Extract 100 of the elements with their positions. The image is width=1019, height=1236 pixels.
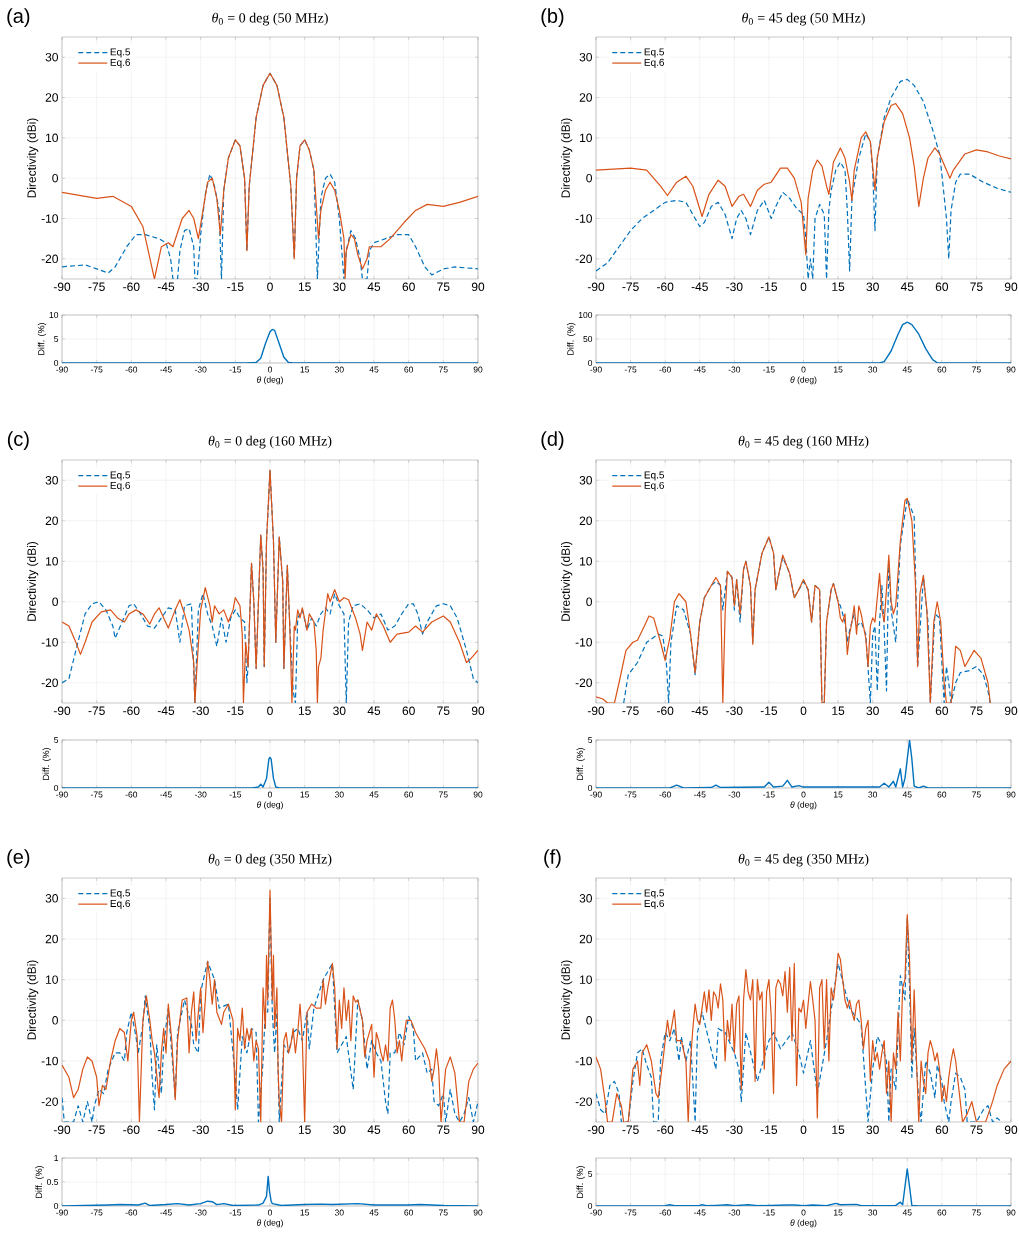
x-tick-label: 15 (834, 366, 843, 373)
y-tick-label: -10 (41, 1056, 58, 1066)
x-tick-label: 90 (471, 282, 485, 292)
x-tick-label: -30 (726, 1125, 743, 1135)
x-tick-label: 75 (439, 791, 448, 798)
x-tick-label: -90 (590, 791, 602, 798)
x-tick-label: 60 (935, 1125, 949, 1135)
x-tick-label: 90 (1006, 1209, 1016, 1216)
x-tick-label: -15 (227, 1125, 244, 1134)
x-axis-title: θ (deg) (790, 1219, 817, 1228)
line-series (62, 756, 478, 789)
x-tick-label: -60 (123, 706, 140, 716)
x-tick-label: 60 (937, 1209, 947, 1216)
x-tick-label: 15 (832, 1125, 845, 1134)
x-tick-label: 15 (298, 706, 311, 715)
y-tick-label: -10 (575, 214, 592, 223)
legend-label: Eq.5 (110, 48, 131, 58)
y-tick-label: 0 (54, 1203, 59, 1210)
y-tick-label: -20 (575, 254, 592, 264)
x-tick-label: 0 (801, 366, 806, 373)
y-tick-label: 0 (52, 1016, 58, 1025)
chart-title: θ$_{0}$ = 0 deg (350 MHz) (208, 853, 332, 867)
x-tick-label: 0 (801, 791, 806, 798)
y-tick-label: 20 (45, 516, 58, 525)
x-tick-label: -60 (125, 791, 138, 798)
x-tick-label: -60 (659, 791, 671, 798)
x-tick-label: 60 (937, 791, 947, 798)
x-tick-label: -75 (622, 282, 639, 291)
y-axis-title: Directivity (dBi) (27, 118, 39, 198)
x-tick-label: -60 (657, 1125, 674, 1135)
x-tick-label: 90 (1006, 791, 1016, 798)
y-tick-label: -20 (41, 678, 58, 687)
y-axis-title: Directivity (dBi) (561, 960, 573, 1040)
x-tick-label: -45 (693, 1209, 706, 1216)
x-tick-label: 15 (300, 1209, 310, 1216)
x-tick-label: -90 (53, 282, 71, 292)
x-tick-label: -90 (587, 1125, 605, 1135)
y-tick-label: 100 (578, 312, 593, 319)
y-tick-label: 10 (49, 312, 59, 319)
text: (c) (7, 431, 29, 450)
x-tick-label: -60 (125, 366, 138, 373)
x-tick-label: -45 (160, 1209, 172, 1216)
x-tick-label: -15 (760, 282, 778, 291)
text: (a) (7, 8, 30, 27)
y-tick-label: 0 (588, 785, 593, 792)
x-tick-label: 0 (267, 791, 273, 798)
y-tick-label: 0 (52, 597, 58, 606)
x-tick-label: 75 (972, 366, 981, 373)
legend-label: Eq.6 (644, 481, 665, 491)
x-tick-label: -15 (229, 791, 242, 798)
x-tick-label: 90 (1004, 706, 1018, 716)
x-tick-label: -30 (728, 366, 741, 373)
x-tick-label: 0 (801, 1209, 806, 1216)
y-tick-label: -10 (575, 638, 592, 647)
x-tick-label: 0 (267, 366, 273, 373)
x-tick-label: 45 (900, 282, 914, 291)
x-tick-label: -45 (693, 791, 706, 798)
line-series (62, 328, 478, 364)
y-tick-label: 0.5 (46, 1179, 59, 1186)
x-tick-label: -90 (56, 1209, 68, 1216)
x-tick-label: 90 (1006, 366, 1016, 373)
x-tick-label: 60 (404, 366, 414, 373)
x-tick-label: 0 (800, 282, 807, 292)
x-tick-label: 45 (369, 366, 379, 373)
x-tick-label: -30 (192, 706, 209, 716)
chart-title: θ$_{0}$ = 45 deg (50 MHz) (742, 12, 865, 26)
x-tick-label: 45 (902, 1209, 912, 1216)
x-tick-label: 0 (267, 706, 273, 716)
y-axis-title: Directivity (dBi) (27, 960, 39, 1040)
y-tick-label: -20 (41, 1097, 58, 1106)
x-tick-label: -75 (624, 366, 637, 373)
y-tick-label: 20 (579, 93, 592, 102)
x-tick-label: 75 (970, 706, 983, 715)
x-tick-label: -30 (726, 282, 743, 292)
legend-label: Eq.6 (110, 899, 131, 909)
x-tick-label: 30 (866, 282, 879, 292)
x-tick-label: -30 (726, 706, 743, 716)
x-tick-label: 90 (473, 791, 483, 798)
x-tick-label: -60 (123, 1125, 140, 1135)
x-tick-label: 30 (333, 706, 346, 716)
y-tick-label: 10 (46, 975, 58, 984)
x-tick-label: -30 (728, 791, 741, 798)
y-tick-label: -20 (575, 678, 592, 687)
line-series (62, 469, 478, 704)
y-axis-title: Directivity (dBi) (561, 541, 573, 621)
x-tick-label: 0 (267, 1125, 273, 1135)
x-tick-label: -15 (763, 366, 775, 373)
x-tick-label: 15 (300, 791, 310, 798)
x-tick-label: -90 (56, 366, 68, 373)
x-tick-label: -15 (227, 706, 244, 715)
x-tick-label: 90 (473, 366, 483, 373)
x-tick-label: 90 (473, 1209, 483, 1216)
x-axis-title: θ (deg) (790, 376, 817, 385)
x-tick-label: -75 (622, 706, 639, 715)
y-tick-label: 5 (54, 336, 59, 342)
x-tick-label: -15 (229, 1209, 242, 1216)
x-tick-label: 15 (298, 1125, 311, 1134)
x-tick-label: 90 (471, 706, 485, 716)
x-tick-label: -45 (160, 366, 172, 373)
y-axis-title: Diff. (%) (576, 1165, 585, 1198)
